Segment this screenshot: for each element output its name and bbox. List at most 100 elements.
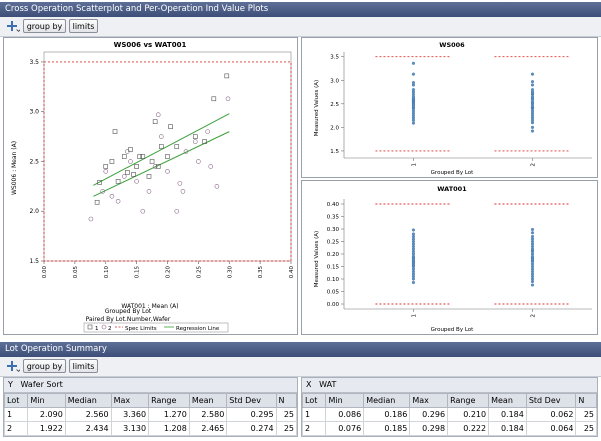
move-crosshair-icon[interactable] [4,360,20,373]
table-cell: 2.434 [64,421,112,436]
table-row[interactable]: 1 2.090 2.560 3.360 1.270 2.580 0.295 25 [3,407,298,422]
summary-table-y-panel: Y Wafer Sort Lot Min Median Max Range Me… [3,377,298,437]
scatter-point-series2 [159,134,164,139]
scatter-plot-area [43,51,292,262]
legend-series1-marker [87,324,93,330]
table-x-name: WAT [319,380,337,389]
table-cell: 2 [301,421,327,436]
scatter-point-series1 [155,164,161,169]
col-header[interactable]: N [575,393,597,408]
table-cell: 2 [3,421,29,436]
col-header[interactable]: N [275,393,298,408]
ind-value-point [411,88,415,92]
table-cell: 25 [575,407,597,422]
summary-table-x-panel: X WAT Lot Min Median Max Range Mean Std … [301,377,598,437]
group-by-button[interactable]: group by [23,19,66,33]
legend-regression-label: Regression Line [176,326,220,332]
ind-value-point [411,228,415,232]
scatter-point-series1 [202,139,207,144]
table-row[interactable]: 2 0.076 0.185 0.298 0.222 0.184 0.064 25 [301,421,597,436]
scatter-point-series1 [140,154,146,159]
col-header[interactable]: Lot [301,393,327,408]
scatter-point-series2 [205,129,210,134]
scatter-x-axis-label: WAT001 : Mean (A) [121,303,178,310]
x-tick-label: 0.20 [166,266,172,279]
y-tick-label: 2.5 [330,102,339,108]
scatter-point-series1 [165,154,170,159]
table-cell: 3.130 [110,421,150,436]
y-tick-label: 0.35 [327,215,340,221]
table-cell: 25 [275,421,298,436]
scatter-point-series1 [109,159,115,164]
y-tick-label: 1.5 [330,149,339,155]
col-header[interactable]: Max [110,393,150,408]
scatter-point-series2 [165,169,170,174]
ind-value-point [530,227,535,232]
x-tick-label: 1 [411,314,417,318]
y-tick-label: 0.40 [327,202,340,208]
ind-value-point [530,231,535,235]
limits-button[interactable]: limits [69,19,98,33]
table-cell: 0.210 [447,407,490,422]
col-header[interactable]: Std Dev [525,393,577,408]
x-tick-label: 2 [530,314,536,318]
limits-button[interactable]: limits [69,359,98,373]
move-crosshair-icon[interactable] [4,20,20,33]
scatter-point-series2 [109,194,115,199]
scatter-point-series1 [131,172,136,177]
y-tick-label: 2.0 [29,208,39,215]
scatter-point-series2 [88,216,94,222]
ind-value-point [530,125,535,129]
table-x-prefix: X [306,380,312,389]
col-header[interactable]: Min [325,393,365,408]
table-cell: 0.062 [525,407,577,422]
scatter-point-series1 [152,119,158,124]
col-header[interactable]: Median [363,393,411,408]
scatter-point-series2 [146,189,152,194]
table-cell: 0.274 [226,421,277,436]
top-section-header: Cross Operation Scatterplot and Per-Oper… [0,2,601,17]
y-tick-label: 2.0 [330,125,339,131]
ind2-title: WAT001 [437,185,467,193]
col-header[interactable]: Lot [3,393,29,408]
col-header[interactable]: Mean [488,393,527,408]
ind-value-point [530,72,535,76]
summary-table-x: Lot Min Median Max Range Mean Std Dev N … [301,393,597,436]
x-tick-label: 0.30 [227,266,233,279]
scatter-point-series2 [180,189,186,194]
summary-table-x-title: X WAT [302,378,597,393]
table-row[interactable]: 1 0.086 0.186 0.296 0.210 0.184 0.062 25 [301,407,597,422]
y-tick-label: 0.00 [327,302,340,308]
col-header[interactable]: Max [409,393,449,408]
ind1-x-axis-label: Grouped By Lot [431,170,474,176]
bottom-toolbar: group by limits [0,357,601,377]
scatter-footer-grouped: Grouped By Lot [105,308,152,315]
scatter-y-axis-label: WS006 : Mean (A) [11,141,18,195]
scatter-point-series1 [97,180,102,185]
table-row[interactable]: 2 1.922 2.434 3.130 1.208 2.465 0.274 25 [3,421,298,436]
table-cell: 2.465 [188,421,228,436]
regression-line [93,113,230,186]
col-header[interactable]: Range [447,393,490,408]
scatter-point-series1 [174,144,180,149]
table-cell: 0.086 [325,407,365,422]
group-by-button[interactable]: group by [23,359,66,373]
scatter-point-series1 [115,179,121,184]
ind-value-point [411,280,415,285]
scatter-point-series1 [192,134,198,139]
table-cell: 0.186 [363,407,411,422]
col-header[interactable]: Median [64,393,112,408]
y-tick-label: 3.0 [330,78,339,84]
col-header[interactable]: Min [27,393,66,408]
ind1-title: WS006 [439,41,465,49]
scatter-point-series1 [134,164,139,169]
col-header[interactable]: Std Dev [226,393,277,408]
table-cell: 0.184 [488,407,527,422]
x-tick-label: 0.15 [135,266,141,279]
scatter-plot: WS006 vs WAT001 WS006 : Mean (A) 1.5 2.0 2… [11,41,295,333]
ind1-y-axis-label: Measured Values (A) [314,80,320,136]
col-header[interactable]: Mean [188,393,228,408]
col-header[interactable]: Range [148,393,190,408]
table-cell: 0.295 [226,407,277,422]
scatter-point-series1 [103,164,109,169]
